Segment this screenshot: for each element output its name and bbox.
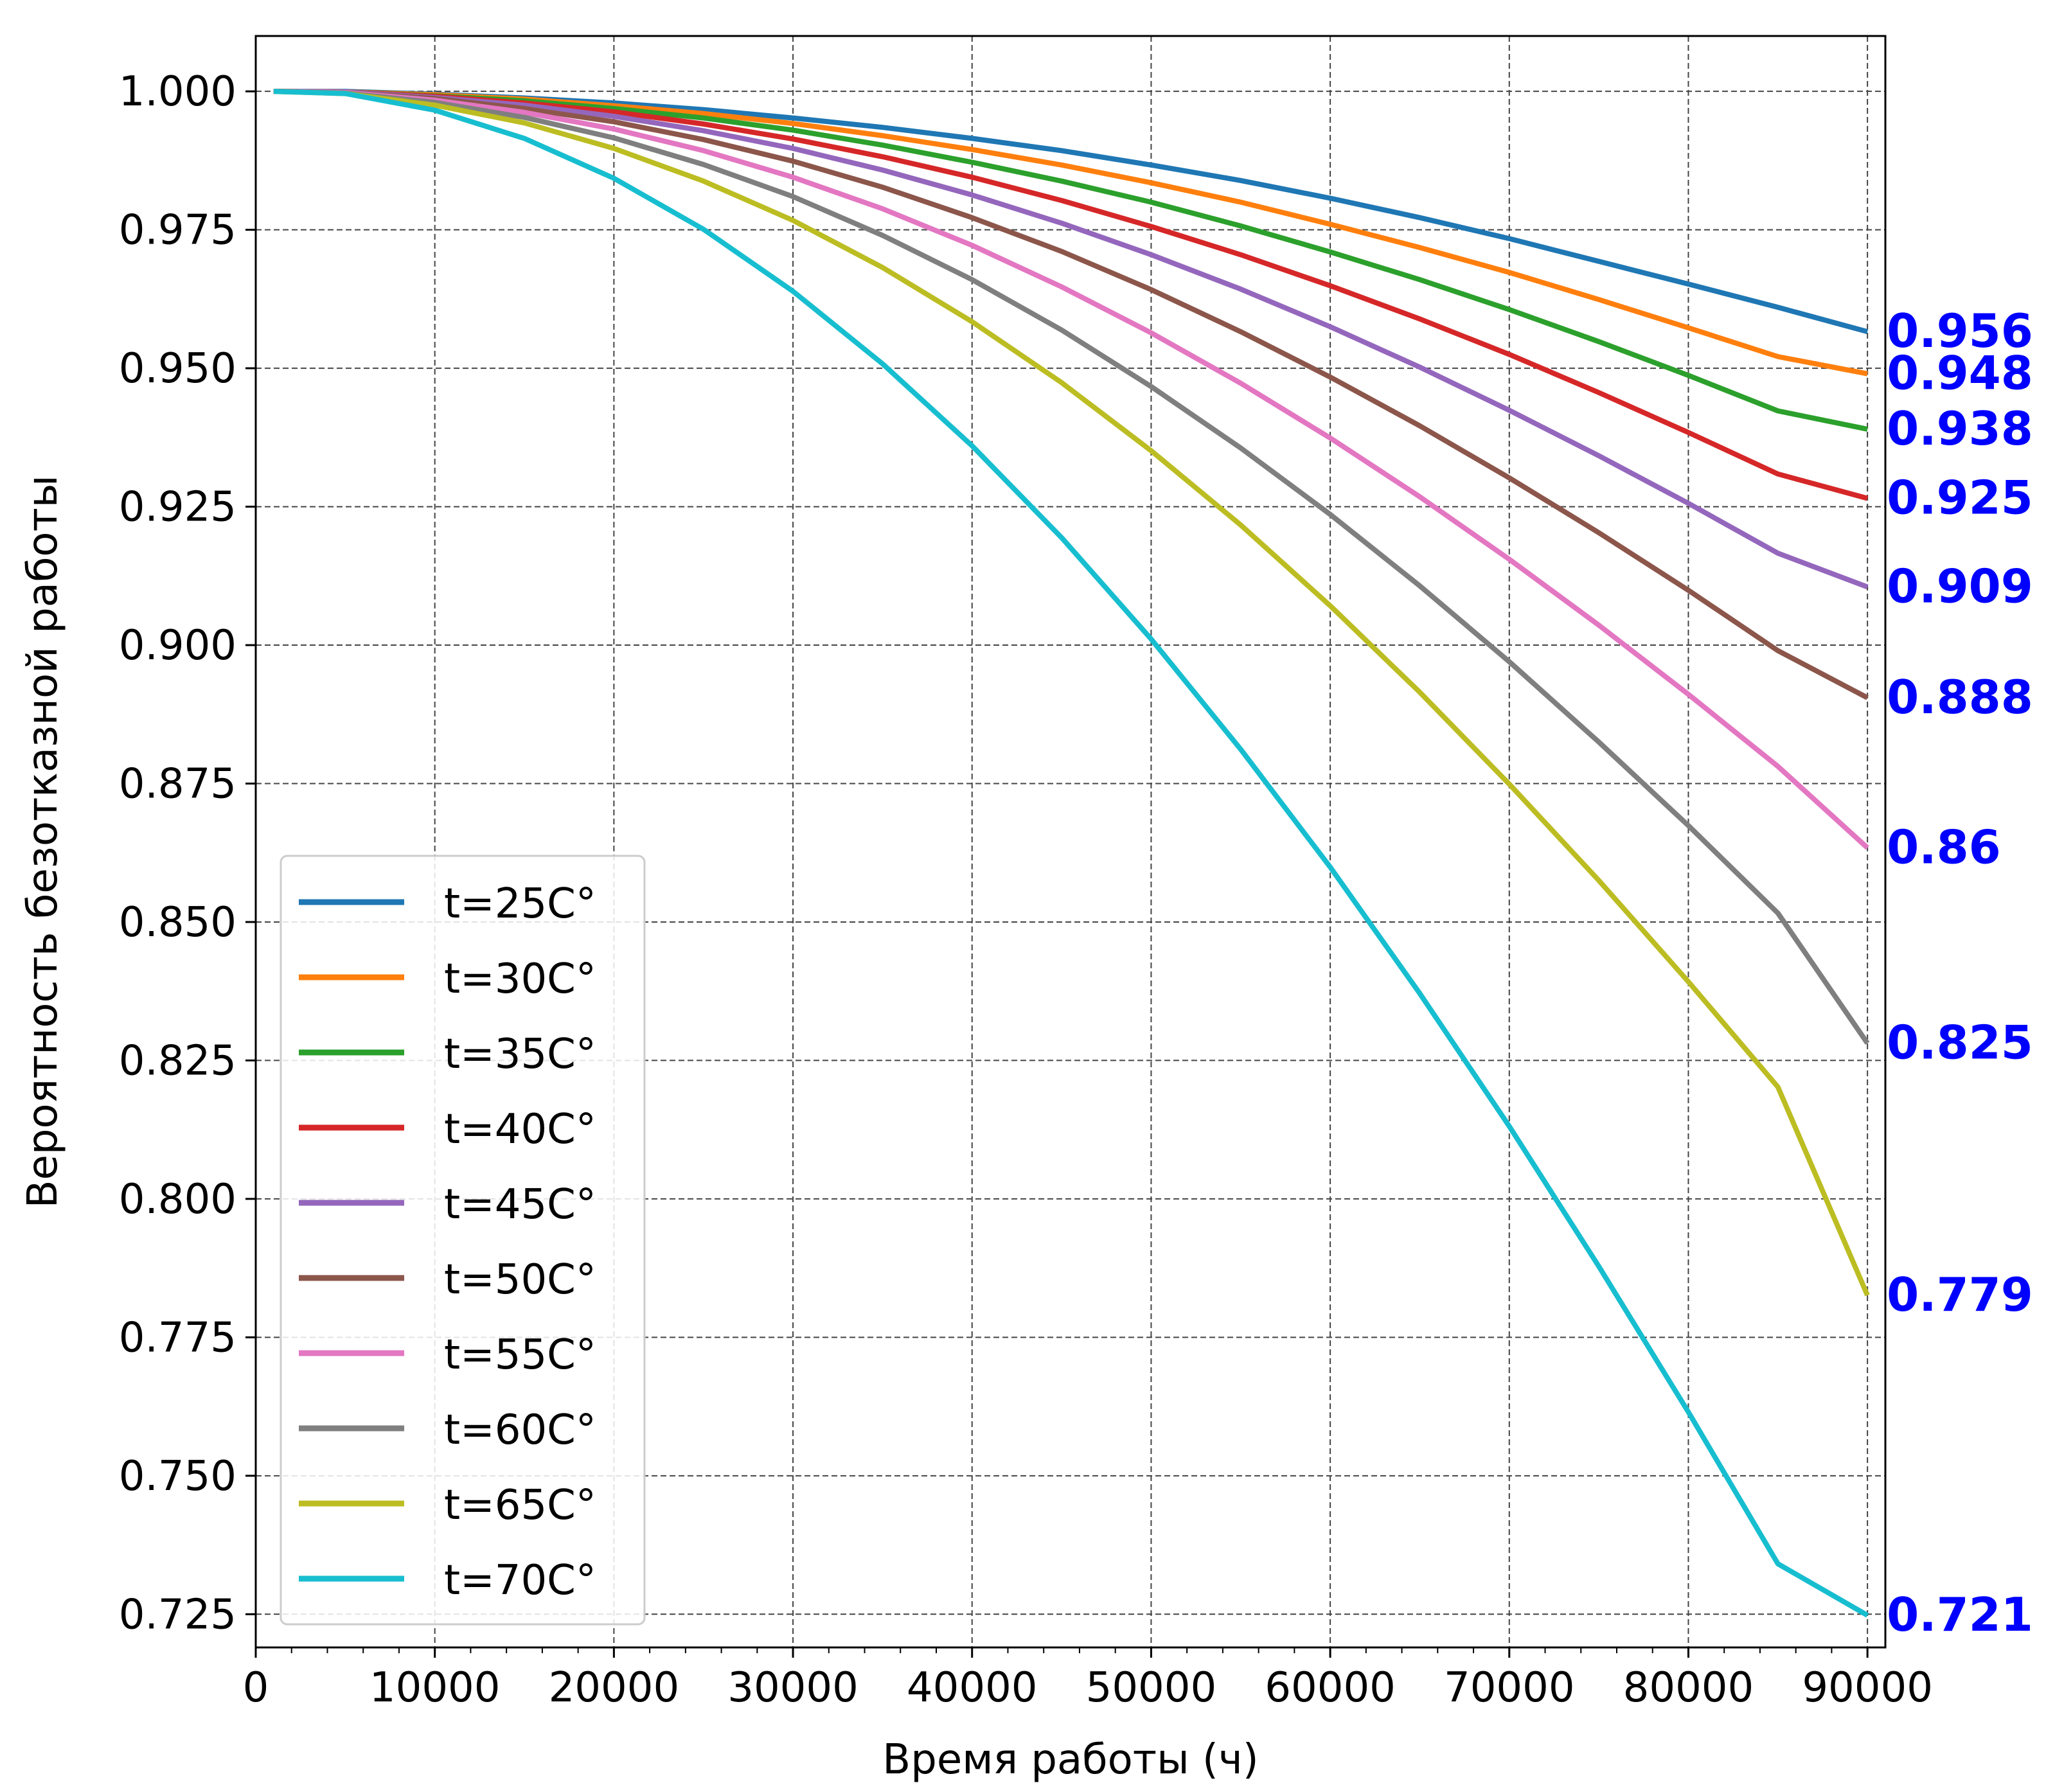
y-tick-label: 0.725 — [119, 1591, 236, 1638]
y-axis-label: Вероятность безотказной работы — [19, 475, 67, 1209]
legend-entry-label: t=70C° — [444, 1557, 596, 1604]
end-value-label: 0.721 — [1887, 1588, 2033, 1642]
end-value-label: 0.825 — [1887, 1016, 2033, 1070]
x-tick-label: 40000 — [907, 1664, 1038, 1712]
end-value-label: 0.925 — [1887, 471, 2033, 525]
legend-entry-label: t=60C° — [444, 1406, 596, 1454]
x-tick-label: 50000 — [1086, 1664, 1217, 1712]
end-value-label: 0.948 — [1887, 346, 2033, 400]
y-tick-label: 1.000 — [119, 68, 236, 116]
x-tick-label: 90000 — [1802, 1664, 1933, 1712]
end-value-label: 0.888 — [1887, 670, 2033, 724]
end-value-label: 0.779 — [1887, 1268, 2033, 1322]
axis-ticks: 0 10000 20000 30000 40000 50000 60000 70000 8000… — [119, 68, 1933, 1712]
y-tick-label: 0.800 — [119, 1176, 236, 1223]
x-tick-label: 20000 — [549, 1664, 680, 1712]
y-tick-label: 0.900 — [119, 622, 236, 670]
end-value-label: 0.938 — [1887, 402, 2033, 456]
series-line — [273, 89, 1869, 590]
legend-entry-label: t=55C° — [444, 1331, 596, 1379]
y-tick-label: 0.775 — [119, 1314, 236, 1362]
end-value-label: 0.956 — [1887, 304, 2033, 358]
legend-entry-label: t=25C° — [444, 880, 596, 928]
series-line — [273, 89, 1870, 1045]
x-tick-label: 30000 — [727, 1664, 859, 1712]
x-tick-label: 0 — [243, 1664, 269, 1712]
x-tick-label: 10000 — [369, 1664, 501, 1712]
y-tick-label: 0.825 — [119, 1037, 236, 1085]
legend-entry-label: t=40C° — [444, 1106, 596, 1153]
legend: t=25C° t=30C° t=35C° t=40C° t=45C° t=50C° t=55… — [280, 855, 646, 1626]
x-tick-label: 60000 — [1265, 1664, 1396, 1712]
y-tick-label: 0.850 — [119, 899, 236, 946]
legend-box — [280, 855, 646, 1626]
series-line — [273, 89, 1870, 1297]
legend-entry-label: t=30C° — [444, 955, 596, 1003]
legend-entry-label: t=50C° — [444, 1256, 596, 1304]
series-line — [273, 89, 1869, 1618]
y-tick-label: 0.925 — [119, 484, 236, 531]
legend-entry-label: t=45C° — [444, 1181, 596, 1229]
end-value-label: 0.86 — [1887, 820, 2001, 874]
plot-frame — [254, 35, 1887, 1649]
series-line — [273, 89, 1869, 850]
series-lines — [273, 89, 1870, 1618]
x-tick-label: 70000 — [1444, 1664, 1575, 1712]
legend-entry-label: t=65C° — [444, 1482, 596, 1529]
legend-entry-label: t=35C° — [444, 1031, 596, 1078]
y-tick-label: 0.975 — [119, 207, 236, 254]
x-axis-label: Время работы (ч) — [882, 1736, 1258, 1784]
y-tick-label: 0.875 — [119, 761, 236, 808]
y-tick-label: 0.750 — [119, 1453, 236, 1500]
series-line — [273, 89, 1869, 700]
end-value-label: 0.909 — [1887, 560, 2033, 614]
x-tick-label: 80000 — [1623, 1664, 1754, 1712]
y-tick-label: 0.950 — [119, 345, 236, 393]
